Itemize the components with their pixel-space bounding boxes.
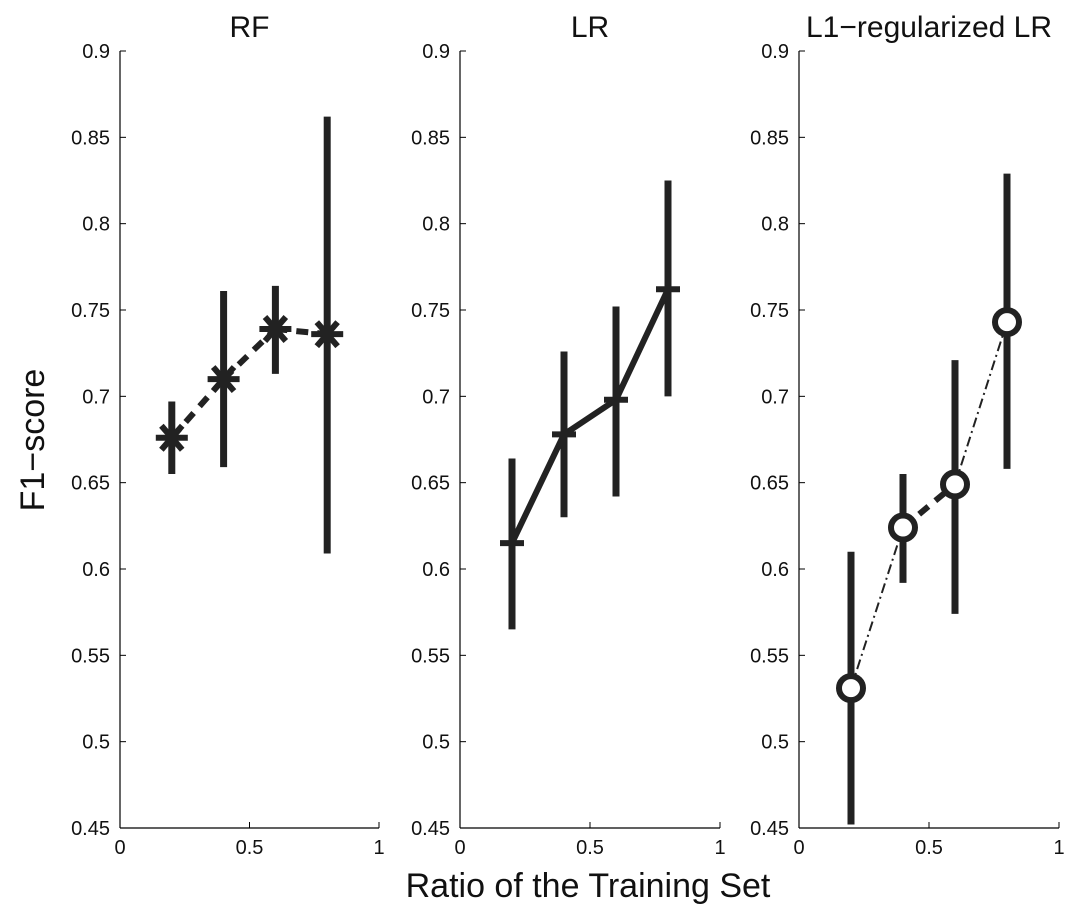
x-tick-label: 0.5 bbox=[915, 837, 943, 859]
data-point-circle bbox=[888, 512, 918, 543]
y-tick-label: 0.85 bbox=[71, 127, 110, 149]
y-tick-label: 0.5 bbox=[761, 732, 789, 754]
y-tick-label: 0.45 bbox=[411, 818, 450, 840]
asterisk-stroke bbox=[159, 423, 185, 452]
asterisk-stroke bbox=[262, 315, 289, 343]
series-line-segment bbox=[509, 433, 567, 545]
y-axis-label: F1−score bbox=[14, 369, 52, 512]
series-line-segment bbox=[613, 288, 671, 402]
y-tick-label: 0.5 bbox=[82, 732, 110, 754]
x-tick-label: 0.5 bbox=[576, 837, 604, 859]
y-tick-label: 0.55 bbox=[411, 645, 450, 667]
x-tick-label: 1 bbox=[714, 837, 725, 859]
asterisk-stroke bbox=[210, 365, 237, 394]
y-tick-label: 0.5 bbox=[422, 732, 450, 754]
data-point-asterisk bbox=[207, 365, 240, 394]
x-tick-label: 0 bbox=[454, 837, 465, 859]
series-line-segment bbox=[850, 527, 904, 689]
data-point-asterisk bbox=[311, 320, 344, 349]
series-line-segment bbox=[954, 321, 1008, 485]
panels: RF0.450.50.550.60.650.70.750.80.850.90 0.… bbox=[71, 11, 1065, 859]
y-tick-label: 0.7 bbox=[82, 386, 110, 408]
x-axis-label: Ratio of the Training Set bbox=[406, 867, 771, 905]
panel-3: L1−regularized LR 0.45 0.5 0.55 0.6 0.65 0.7 0.… bbox=[750, 11, 1065, 859]
y-tick-label: 0.45 bbox=[750, 818, 789, 840]
x-tick-label: 1 bbox=[373, 837, 384, 859]
y-tick-label: 0.9 bbox=[82, 41, 110, 63]
data-point-circle bbox=[992, 307, 1022, 338]
x-tick-label: 0 bbox=[114, 837, 125, 859]
y-tick-label: 0.65 bbox=[411, 473, 450, 495]
y-tick-label: 0.8 bbox=[761, 214, 789, 236]
y-tick-label: 0.9 bbox=[761, 41, 789, 63]
y-tick-label: 0.8 bbox=[82, 214, 110, 236]
data-point-asterisk bbox=[259, 315, 292, 343]
y-tick-label: 0.9 bbox=[422, 41, 450, 63]
y-tick-label: 0.6 bbox=[761, 559, 789, 581]
y-tick-label: 0.45 bbox=[71, 818, 110, 840]
y-tick-label: 0.75 bbox=[411, 300, 450, 322]
y-tick-label: 0.55 bbox=[750, 645, 789, 667]
y-tick-label: 0.55 bbox=[71, 645, 110, 667]
data-point-circle bbox=[836, 673, 866, 704]
asterisk-stroke bbox=[314, 320, 340, 349]
series-line-segment bbox=[562, 397, 618, 437]
y-tick-label: 0.7 bbox=[761, 386, 789, 408]
panel-title: L1−regularized LR bbox=[806, 11, 1052, 44]
y-tick-label: 0.6 bbox=[422, 559, 450, 581]
y-tick-label: 0.65 bbox=[71, 473, 110, 495]
y-tick-label: 0.75 bbox=[750, 300, 789, 322]
y-tick-label: 0.85 bbox=[750, 127, 789, 149]
panel-1: RF 0.45 0.5 0.55 0.6 0.65 0.7 0.75 0.8 0.85 0.9 0 0.… bbox=[71, 11, 385, 859]
y-tick-label: 0.6 bbox=[82, 559, 110, 581]
x-tick-label: 0.5 bbox=[236, 837, 264, 859]
y-tick-label: 0.65 bbox=[750, 473, 789, 495]
data-point-asterisk bbox=[155, 423, 188, 452]
y-tick-label: 0.8 bbox=[422, 214, 450, 236]
x-tick-label: 1 bbox=[1053, 837, 1064, 859]
y-tick-label: 0.85 bbox=[411, 127, 450, 149]
data-point-circle bbox=[940, 469, 970, 500]
panel-title: LR bbox=[571, 11, 609, 44]
y-tick-label: 0.7 bbox=[422, 386, 450, 408]
y-tick-label: 0.75 bbox=[71, 300, 110, 322]
panel-2: LR 0.45 0.5 0.55 0.6 0.65 0.7 0.75 0.8 0.85 0.9 0 0.… bbox=[411, 11, 726, 859]
x-tick-label: 0 bbox=[793, 837, 804, 859]
panel-title: RF bbox=[230, 11, 270, 44]
